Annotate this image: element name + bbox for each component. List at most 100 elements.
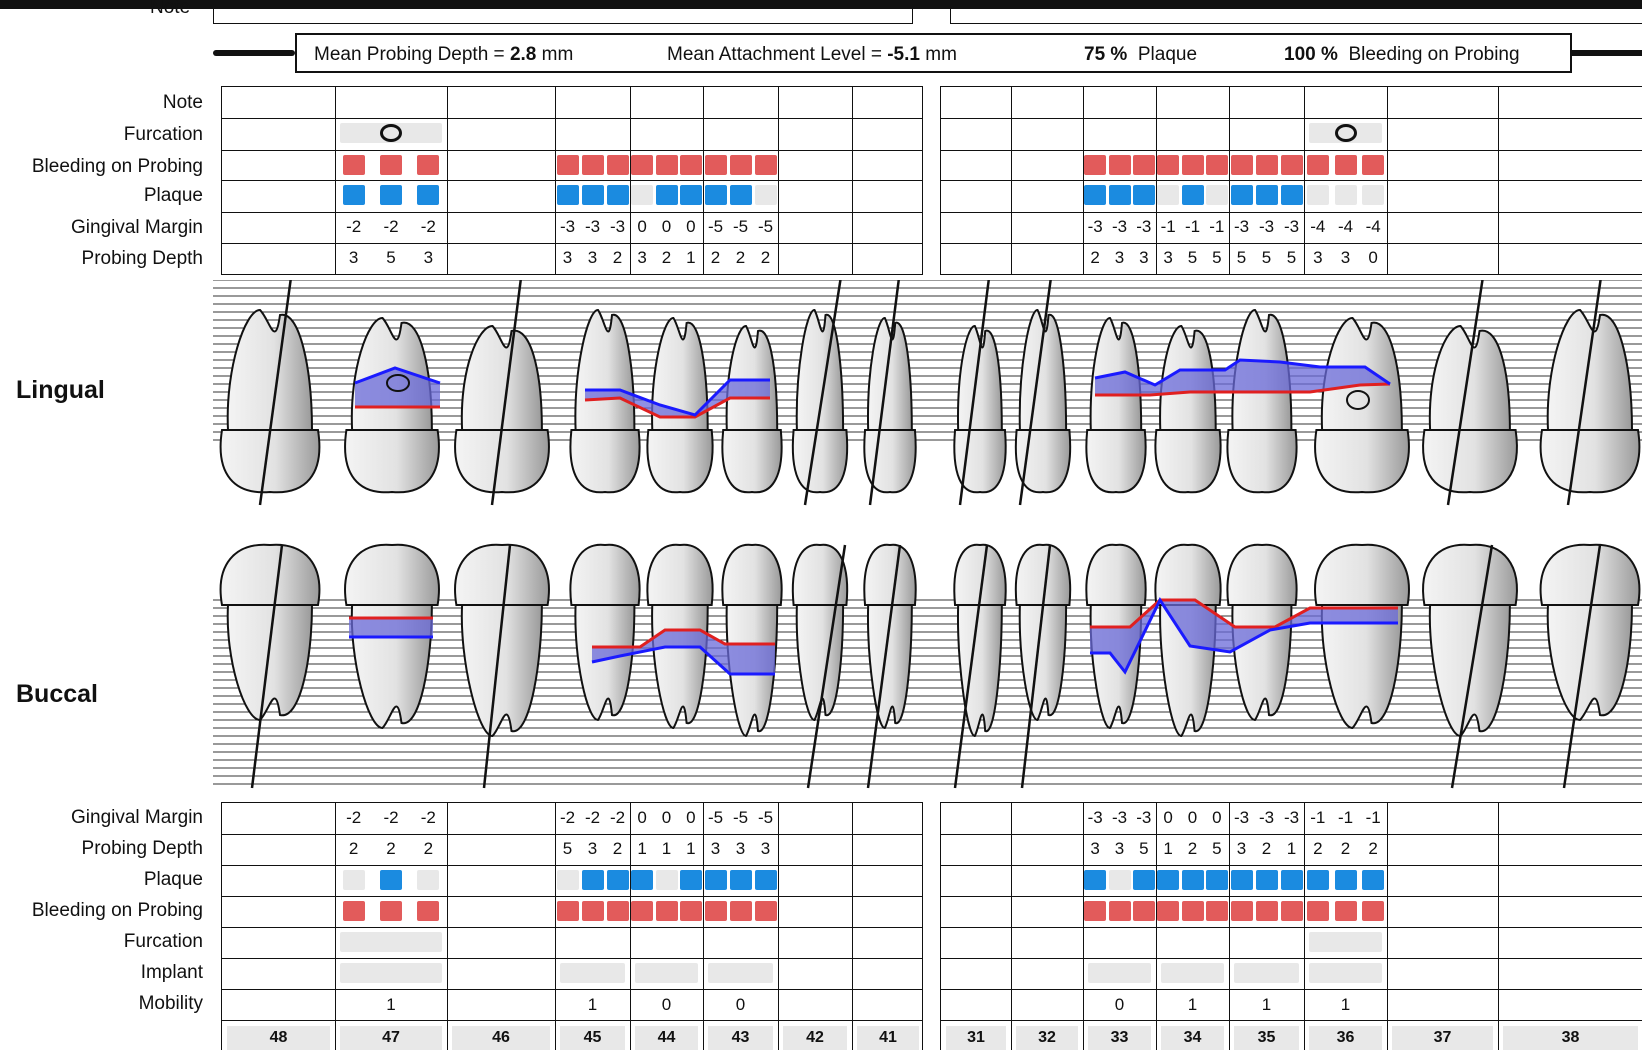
gingival-margin-value[interactable]: -2: [420, 808, 436, 827]
tooth-number[interactable]: 38: [1503, 1026, 1638, 1050]
probing-depth-value[interactable]: 3: [587, 248, 598, 267]
gingival-margin-value[interactable]: -5: [757, 217, 774, 236]
tooth-number[interactable]: 33: [1088, 1026, 1151, 1050]
plaque-chip[interactable]: [1255, 870, 1278, 890]
gingival-margin-value[interactable]: -3: [609, 217, 626, 236]
plaque-chip[interactable]: [754, 870, 777, 890]
plaque-chip[interactable]: [380, 870, 402, 890]
gingival-margin-value[interactable]: -3: [1258, 217, 1275, 236]
tooth-number[interactable]: 44: [635, 1026, 698, 1050]
gingival-margin-value[interactable]: 0: [686, 808, 696, 827]
plaque-chip[interactable]: [1084, 185, 1107, 205]
bleeding-chip[interactable]: [1230, 155, 1253, 175]
bleeding-chip[interactable]: [1205, 901, 1228, 921]
bleeding-chip[interactable]: [1334, 155, 1357, 175]
bleeding-chip[interactable]: [655, 155, 678, 175]
probing-depth-value[interactable]: 1: [661, 839, 672, 858]
probing-depth-value[interactable]: 0: [1368, 248, 1378, 267]
probing-depth-value[interactable]: 3: [735, 839, 746, 858]
bleeding-chip[interactable]: [704, 155, 727, 175]
plaque-chip[interactable]: [1132, 185, 1155, 205]
gingival-margin-value[interactable]: -2: [383, 217, 399, 236]
probing-depth-value[interactable]: 3: [1236, 839, 1247, 858]
gingival-margin-value[interactable]: 0: [661, 217, 672, 236]
implant-cell[interactable]: [708, 963, 773, 983]
tooth-number[interactable]: 41: [857, 1026, 919, 1050]
gingival-margin-value[interactable]: -2: [346, 217, 362, 236]
plaque-chip[interactable]: [729, 870, 752, 890]
mobility-value[interactable]: 1: [1340, 994, 1351, 1014]
gingival-margin-value[interactable]: -3: [1111, 808, 1128, 827]
plaque-chip[interactable]: [606, 870, 629, 890]
probing-depth-value[interactable]: 5: [1286, 248, 1297, 267]
probing-depth-value[interactable]: 3: [1090, 839, 1100, 858]
gingival-margin-value[interactable]: -3: [1233, 808, 1250, 827]
mobility-value[interactable]: 1: [1187, 994, 1198, 1014]
tooth-number[interactable]: 43: [708, 1026, 773, 1050]
probing-depth-value[interactable]: 5: [1212, 839, 1222, 858]
probing-depth-value[interactable]: 2: [1261, 839, 1272, 858]
plaque-chip[interactable]: [1205, 870, 1228, 890]
bleeding-chip[interactable]: [1205, 155, 1228, 175]
tooth-number[interactable]: 45: [560, 1026, 625, 1050]
plaque-chip[interactable]: [754, 185, 777, 205]
bleeding-chip[interactable]: [1181, 155, 1204, 175]
tooth-number[interactable]: 46: [452, 1026, 550, 1050]
bleeding-chip[interactable]: [1255, 901, 1278, 921]
implant-cell[interactable]: [1234, 963, 1299, 983]
gingival-margin-value[interactable]: -3: [1283, 808, 1300, 827]
probing-depth-value[interactable]: 3: [1163, 248, 1173, 267]
bleeding-chip[interactable]: [342, 901, 365, 921]
bleeding-chip[interactable]: [754, 901, 777, 921]
bleeding-chip[interactable]: [342, 155, 365, 175]
probing-depth-value[interactable]: 3: [1139, 248, 1149, 267]
mobility-value[interactable]: 0: [735, 994, 746, 1014]
probing-depth-value[interactable]: 3: [710, 839, 721, 858]
bleeding-chip[interactable]: [606, 155, 629, 175]
plaque-chip[interactable]: [1255, 185, 1278, 205]
plaque-chip[interactable]: [1205, 185, 1228, 205]
plaque-chip[interactable]: [581, 870, 604, 890]
plaque-chip[interactable]: [417, 870, 440, 890]
gingival-margin-value[interactable]: -2: [420, 217, 436, 236]
bleeding-chip[interactable]: [1181, 901, 1204, 921]
plaque-chip[interactable]: [1157, 185, 1180, 205]
gingival-margin-value[interactable]: -1: [1365, 808, 1381, 827]
gingival-margin-value[interactable]: -5: [732, 217, 749, 236]
gingival-margin-value[interactable]: -3: [1111, 217, 1128, 236]
gingival-margin-value[interactable]: -2: [346, 808, 362, 827]
implant-cell[interactable]: [1088, 963, 1151, 983]
tooth-number[interactable]: 47: [340, 1026, 442, 1050]
plaque-chip[interactable]: [1334, 185, 1357, 205]
gingival-margin-value[interactable]: -2: [383, 808, 399, 827]
bleeding-chip[interactable]: [417, 901, 440, 921]
bleeding-chip[interactable]: [1084, 901, 1107, 921]
probing-depth-value[interactable]: 3: [587, 839, 598, 858]
plaque-chip[interactable]: [704, 185, 727, 205]
bleeding-chip[interactable]: [631, 901, 654, 921]
bleeding-chip[interactable]: [679, 155, 702, 175]
probing-depth-value[interactable]: 5: [1212, 248, 1222, 267]
gingival-margin-value[interactable]: -3: [584, 217, 601, 236]
gingival-margin-value[interactable]: 0: [637, 217, 647, 236]
plaque-chip[interactable]: [1108, 185, 1131, 205]
probing-depth-value[interactable]: 5: [562, 839, 573, 858]
probing-depth-value[interactable]: 3: [760, 839, 771, 858]
plaque-chip[interactable]: [606, 185, 629, 205]
bleeding-chip[interactable]: [631, 155, 654, 175]
probing-depth-value[interactable]: 3: [637, 248, 647, 267]
bleeding-chip[interactable]: [1108, 901, 1131, 921]
probing-depth-value[interactable]: 2: [1090, 248, 1100, 267]
probing-depth-value[interactable]: 3: [1313, 248, 1323, 267]
probing-depth-value[interactable]: 2: [348, 839, 359, 858]
plaque-chip[interactable]: [1230, 185, 1253, 205]
probing-depth-value[interactable]: 1: [1286, 839, 1297, 858]
gingival-margin-value[interactable]: -4: [1365, 217, 1381, 236]
probing-depth-value[interactable]: 1: [637, 839, 647, 858]
bleeding-chip[interactable]: [1108, 155, 1131, 175]
gingival-margin-value[interactable]: 0: [1212, 808, 1222, 827]
implant-cell[interactable]: [635, 963, 698, 983]
plaque-chip[interactable]: [1280, 185, 1303, 205]
bleeding-chip[interactable]: [556, 901, 579, 921]
gingival-margin-value[interactable]: -5: [732, 808, 749, 827]
